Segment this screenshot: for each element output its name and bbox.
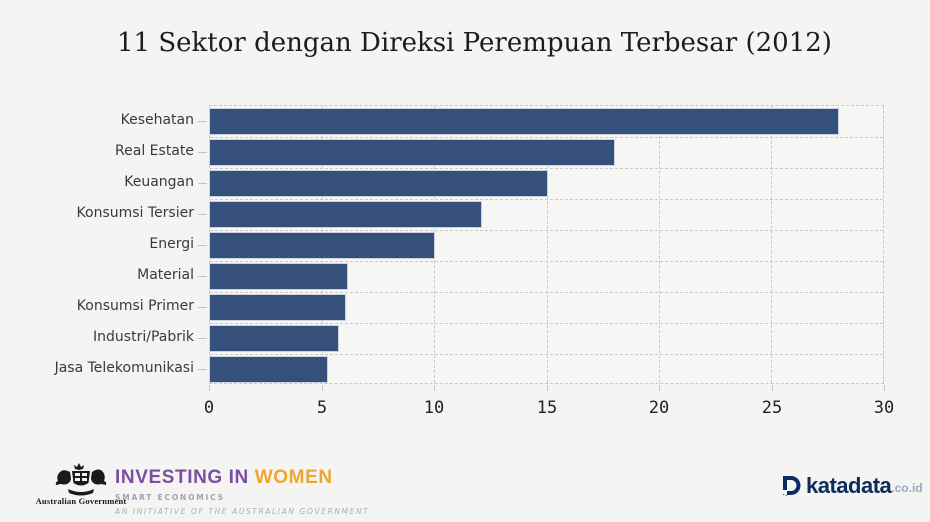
y-tick-konsumsi-tersier [198,214,207,215]
chart-title: 11 Sektor dengan Direksi Perempuan Terbe… [117,28,832,58]
gridline-row-8 [210,354,883,355]
y-tick-keuangan [198,183,207,184]
gridline-row-2 [210,168,883,169]
gridline-row-5 [210,261,883,262]
bar-real-estate [210,140,614,165]
footer: Australian Government INVESTING IN WOMEN… [0,455,930,516]
x-axis-label-20: 20 [648,398,670,418]
y-tick-konsumsi-primer [198,307,207,308]
gridline-row-7 [210,323,883,324]
y-axis-label-keuangan: Keuangan [124,174,194,190]
katadata-wordmark: katadata [806,472,892,498]
bar-industri-pabrik [210,326,338,351]
gridline-x-15 [546,106,548,383]
y-axis-label-kesehatan: Kesehatan [120,112,194,128]
x-axis-label-30: 30 [873,398,895,418]
investing-in-text: INVESTING IN [115,467,255,488]
australian-government-label: Australian Government [35,496,127,506]
x-tick-5 [322,385,323,391]
y-tick-jasa-telekomunikasi [198,369,207,370]
women-text: WOMEN [254,467,333,488]
investing-in-women-wordmark: INVESTING IN WOMEN [115,467,369,489]
x-axis-label-5: 5 [316,398,328,418]
gridline-x-10 [434,106,436,383]
y-axis-labels: Kesehatan Real Estate Keuangan Konsumsi Ter… [0,105,194,384]
x-tick-15 [547,385,548,391]
x-tick-0 [209,385,210,391]
y-tick-industri-pabrik [198,338,207,339]
y-tick-material [198,276,207,277]
bar-kesehatan [210,109,839,134]
y-axis-label-energi: Energi [149,236,194,252]
y-tick-energi [198,245,207,246]
x-tick-10 [434,385,435,391]
x-tick-20 [659,385,660,391]
x-tick-30 [884,385,885,391]
gridline-row-3 [210,199,883,200]
bar-konsumsi-primer [210,295,345,320]
y-tick-kesehatan [198,121,207,122]
initiative-tagline: AN INITIATIVE OF THE AUSTRALIAN GOVERNME… [115,507,370,516]
bar-material [210,264,347,289]
y-axis-label-konsumsi-primer: Konsumsi Primer [76,298,194,314]
y-axis-label-industri-pabrik: Industri/Pabrik [93,329,194,345]
bar-jasa-telekomunikasi [210,357,327,382]
y-tick-real-estate [198,152,207,153]
x-axis-label-0: 0 [203,398,215,418]
x-axis-label-10: 10 [423,398,445,418]
katadata-domain-suffix: .co.id [891,481,923,495]
smart-economics-tagline: SMART ECONOMICS [115,493,225,502]
y-axis-label-material: Material [137,267,194,283]
x-axis-label-15: 15 [536,398,558,418]
y-axis-label-jasa-telekomunikasi: Jasa Telekomunikasi [54,360,194,376]
bar-konsumsi-tersier [210,202,482,227]
bar-chart-plot-area [209,105,884,384]
y-axis-label-real-estate: Real Estate [115,143,194,159]
bar-keuangan [210,171,547,196]
investing-in-women-logo: INVESTING IN WOMEN SMART ECONOMICS AN IN… [115,467,369,516]
bar-energi [210,233,435,258]
x-tick-25 [772,385,773,391]
gridline-row-1 [210,137,883,138]
y-axis-label-konsumsi-tersier: Konsumsi Tersier [76,205,194,221]
gridline-x-20 [658,106,660,383]
katadata-logo: katadata .co.id [781,472,923,498]
gridline-x-30 [883,106,884,383]
katadata-d-logo-icon [783,476,801,496]
gridline-row-4 [210,230,883,231]
australian-coat-of-arms-icon [55,463,107,496]
gridline-row-6 [210,292,883,293]
gridline-x-25 [770,106,772,383]
x-axis-label-25: 25 [761,398,783,418]
